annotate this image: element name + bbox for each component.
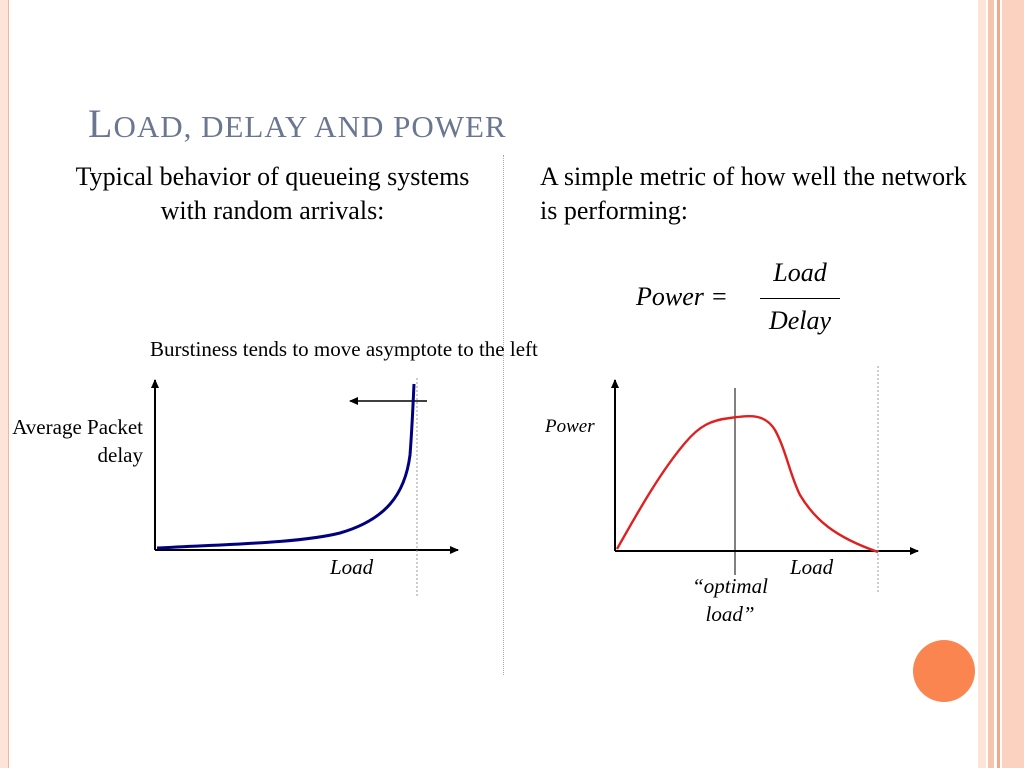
right-column-text: A simple metric of how well the network …	[540, 162, 967, 225]
power-y-label: Power	[545, 416, 595, 437]
formula-denominator: Delay	[768, 306, 832, 335]
left-frame-border	[0, 0, 9, 768]
formula-numerator: Load	[773, 258, 827, 287]
left-column-text: Typical behavior of queueing systems wit…	[75, 162, 470, 225]
optimal-load-label: “optimal load”	[692, 574, 768, 626]
slide-title: LOAD, DELAY AND POWER	[88, 101, 507, 146]
burstiness-annotation: Burstiness tends to move asymptote to th…	[150, 337, 538, 361]
delay-x-label: Load	[330, 555, 374, 579]
delay-y-label: Average Packet delay	[12, 415, 143, 467]
fraction-bar	[760, 298, 840, 299]
power-curve	[615, 415, 879, 554]
power-x-label: Load	[790, 555, 834, 579]
right-frame-stripes	[978, 0, 1024, 768]
decorative-orange-circle	[913, 640, 975, 702]
delay-curve	[156, 383, 416, 550]
formula-lhs: Power =	[636, 282, 728, 311]
column-divider	[503, 155, 504, 675]
